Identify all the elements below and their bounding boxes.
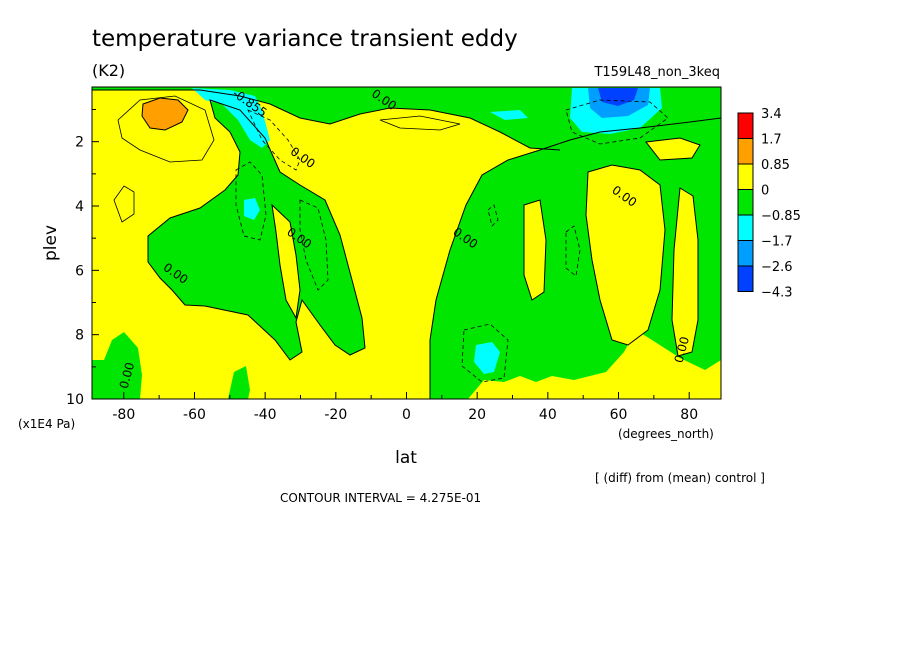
- positive-thin-contour-sh: [117, 95, 215, 163]
- zero-contour-tongue-inner: [271, 203, 301, 320]
- x-tick-label: 40: [539, 407, 557, 423]
- contour-value-label: 0.00: [672, 335, 692, 364]
- field-negative-mid-top-sliver: [490, 110, 528, 120]
- x-tick-label: 0: [402, 407, 411, 423]
- y-tick-label: 10: [66, 392, 84, 408]
- colorbar-label: −0.85: [761, 209, 801, 224]
- x-tick-label: 80: [680, 407, 698, 423]
- dashed-contour-nh-1: [565, 99, 669, 145]
- field-negative-mid-tropics: [474, 342, 500, 374]
- zero-contour-sh: [147, 99, 366, 361]
- x-unit-label: (degrees_north): [618, 427, 714, 441]
- field-positive-mid-sh: [141, 97, 189, 131]
- zero-contour-island-3: [523, 199, 547, 301]
- field-positive-nh-island-3: [524, 200, 546, 300]
- x-tick-label: -40: [254, 407, 277, 423]
- y-tick-label: 6: [75, 263, 84, 279]
- colorbar: 3.4 1.7 0.85 0 −0.85 −1.7 −2.6 −4.3: [737, 107, 801, 301]
- dashed-contour-nh-2: [565, 225, 581, 277]
- x-tick-label: -20: [324, 407, 347, 423]
- field-negative-mid-sh-jet: [192, 88, 270, 148]
- zero-contour-nh: [429, 117, 721, 399]
- field-negative-sh-bottom-2: [228, 366, 250, 399]
- colorbar-segment: [737, 163, 754, 190]
- colorbar-segment: [737, 189, 754, 216]
- field-negative-sh-tongue: [148, 100, 365, 360]
- x-tick-label: -80: [112, 407, 135, 423]
- zero-contour-island-4: [645, 137, 701, 161]
- y-tick-label: 4: [75, 199, 84, 215]
- colorbar-segment: [737, 265, 754, 292]
- field-negative-sh-tongue-inner: [272, 205, 300, 318]
- colorbar-segment: [737, 214, 754, 241]
- colorbar-segment: [737, 138, 754, 165]
- units-label: (K2): [92, 61, 125, 80]
- x-axis: -80 -60 -40 -20 0 20 40 60 80: [112, 392, 698, 423]
- dashed-contour-sh-1: [235, 161, 267, 241]
- y-axis: 2 4 6 8 10: [66, 109, 99, 408]
- colorbar-segment: [737, 112, 754, 139]
- x-tick-label: 20: [468, 407, 486, 423]
- contour-lines: [92, 89, 721, 399]
- x-tick-label: -60: [183, 407, 206, 423]
- field-negative-sh-bottom-1: [92, 332, 142, 399]
- y-axis-title: plev: [41, 225, 61, 261]
- zero-contour-island-1: [585, 164, 666, 346]
- positive-thin-contour-sh-2: [113, 185, 135, 223]
- y-unit-label: (x1E4 Pa): [18, 417, 75, 431]
- dashed-contour-sh-3: [247, 109, 301, 171]
- chart-title: temperature variance transient eddy: [92, 26, 518, 52]
- dashed-contour-sh-2: [299, 199, 329, 291]
- dashed-contour-nh-3: [487, 204, 499, 227]
- x-tick-label: 60: [610, 407, 628, 423]
- field-negative-upper-band: [92, 87, 721, 150]
- contour-interval: CONTOUR INTERVAL = 4.275E-01: [280, 491, 481, 505]
- field-positive-nh-island-4: [646, 138, 700, 160]
- colorbar-label: −4.3: [761, 286, 793, 301]
- colorbar-label: 1.7: [761, 133, 782, 148]
- colorbar-label: 0: [761, 184, 769, 199]
- run-label: T159L48_non_3keq: [593, 65, 720, 80]
- diff-note: [ (diff) from (mean) control ]: [595, 471, 765, 485]
- colorbar-segment: [737, 240, 754, 267]
- colorbar-label: 3.4: [761, 107, 782, 122]
- dashed-contour-tropic: [461, 323, 509, 383]
- field-positive-nh-island-1: [586, 165, 665, 345]
- zero-contour-top: [92, 89, 561, 151]
- colorbar-label: −1.7: [761, 235, 793, 250]
- field-negative-mid-sh-spot: [244, 198, 260, 220]
- zero-contour-island-2: [671, 187, 699, 357]
- colorbar-label: 0.85: [761, 158, 790, 173]
- y-tick-label: 8: [75, 328, 84, 344]
- colorbar-label: −2.6: [761, 260, 793, 275]
- field-positive-nh-island-2: [672, 188, 698, 356]
- y-tick-label: 2: [75, 135, 84, 151]
- contour-value-label: 0.00: [117, 361, 137, 390]
- x-axis-title: lat: [395, 448, 417, 468]
- positive-thin-contour-sh-3: [379, 115, 461, 131]
- dashed-contours: [235, 99, 669, 383]
